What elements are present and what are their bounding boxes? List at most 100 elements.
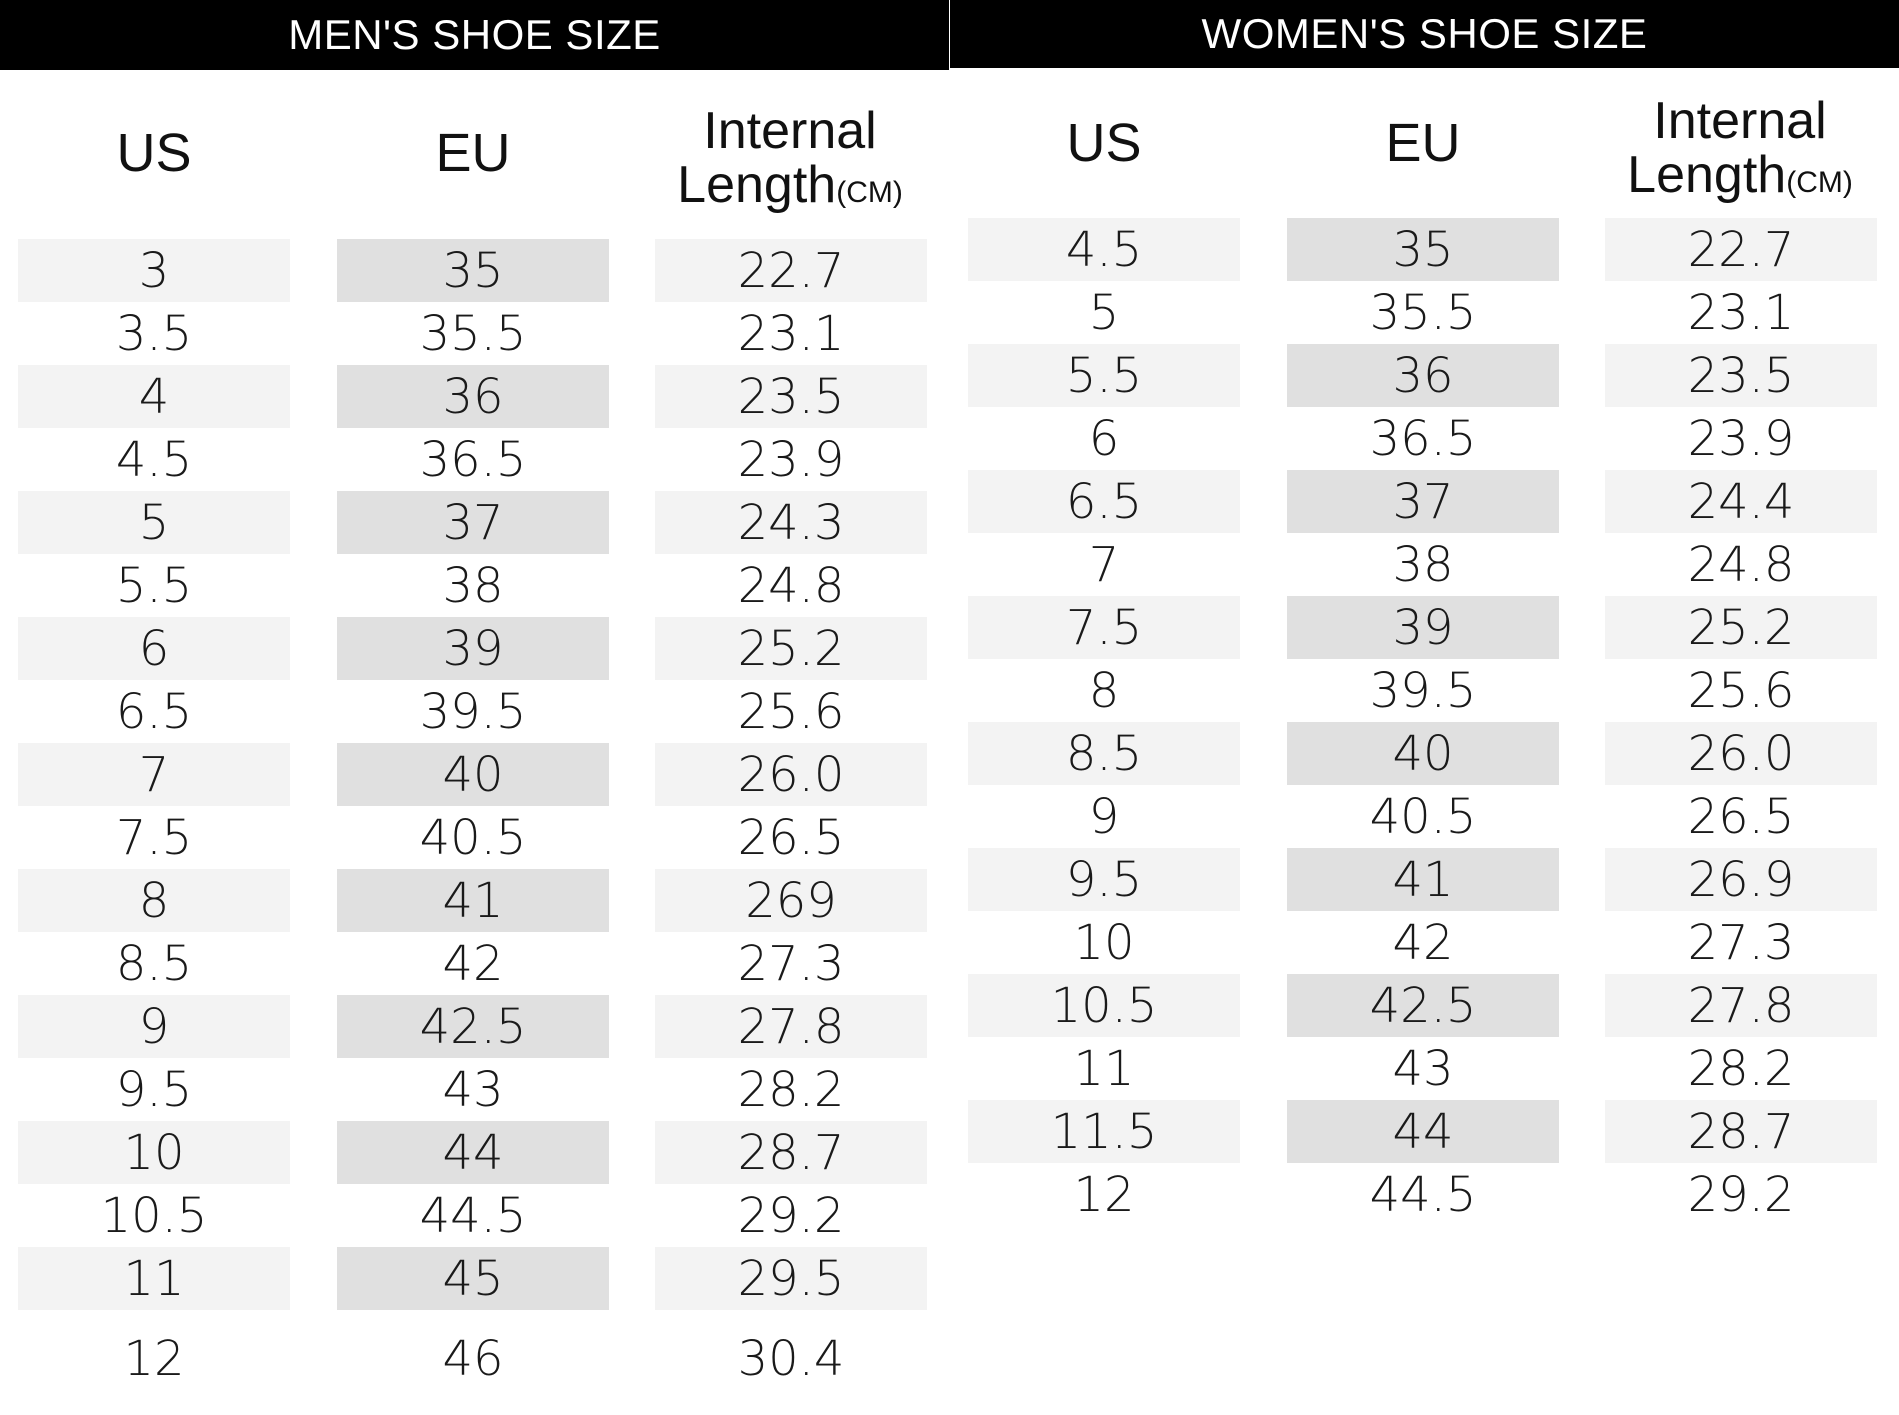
women-cm-cell: 25.6 [1687, 662, 1795, 719]
women-eu-cell: 42.5 [1287, 974, 1559, 1037]
men-us-cell: 5 [18, 491, 290, 554]
men-eu-cell: 39.5 [419, 683, 527, 740]
men-eu-cell: 36.5 [419, 431, 527, 488]
women-cm-cell: 23.5 [1605, 344, 1877, 407]
women-eu-cell: 36.5 [1369, 410, 1477, 467]
women-cm-cell: 24.4 [1605, 470, 1877, 533]
men-us-cell: 12 [123, 1330, 185, 1387]
men-us-cell: 3.5 [115, 305, 193, 362]
women-cm-cell: 24.8 [1687, 536, 1795, 593]
women-cm-cell: 27.8 [1605, 974, 1877, 1037]
women-eu-cell: 44.5 [1369, 1166, 1477, 1223]
mens-us-header: US [116, 123, 192, 183]
men-us-cell: 9.5 [115, 1061, 193, 1118]
men-eu-cell: 37 [337, 491, 609, 554]
women-us-cell: 7.5 [968, 596, 1240, 659]
men-cm-cell: 29.2 [737, 1187, 845, 1244]
women-us-cell: 5.5 [968, 344, 1240, 407]
women-us-cell: 8 [1088, 662, 1120, 719]
women-cm-cell: 28.2 [1687, 1040, 1795, 1097]
women-cm-cell: 23.9 [1687, 410, 1795, 467]
women-cm-cell: 26.9 [1605, 848, 1877, 911]
mens-length-header-line1: Internal [703, 102, 877, 160]
womens-size-chart: WOMEN'S SHOE SIZE US EU Internal Length(… [950, 0, 1899, 1415]
men-us-cell: 4.5 [115, 431, 193, 488]
men-eu-cell: 45 [337, 1247, 609, 1310]
men-us-cell: 8 [18, 869, 290, 932]
women-us-cell: 12 [1073, 1166, 1135, 1223]
men-eu-cell: 35 [337, 239, 609, 302]
men-cm-cell: 23.9 [737, 431, 845, 488]
men-us-cell: 7.5 [115, 809, 193, 866]
women-eu-cell: 35.5 [1369, 284, 1477, 341]
women-us-cell: 6 [1088, 410, 1120, 467]
men-eu-cell: 38 [442, 557, 504, 614]
womens-eu-header: EU [1385, 113, 1461, 173]
women-eu-cell: 40 [1287, 722, 1559, 785]
men-eu-cell: 41 [337, 869, 609, 932]
men-us-cell: 9 [18, 995, 290, 1058]
women-cm-cell: 26.5 [1687, 788, 1795, 845]
men-cm-cell: 28.7 [655, 1121, 927, 1184]
men-us-cell: 10.5 [100, 1187, 208, 1244]
men-cm-cell: 23.5 [655, 365, 927, 428]
women-eu-cell: 43 [1392, 1040, 1454, 1097]
men-cm-cell: 24.3 [655, 491, 927, 554]
mens-chart-title: MEN'S SHOE SIZE [0, 0, 949, 70]
women-us-cell: 7 [1088, 536, 1120, 593]
womens-length-unit: (CM) [1786, 166, 1853, 199]
men-cm-cell: 27.3 [737, 935, 845, 992]
womens-length-header-line2: Length(CM) [1590, 148, 1890, 210]
men-us-cell: 4 [18, 365, 290, 428]
women-cm-cell: 26.0 [1605, 722, 1877, 785]
women-us-cell: 9.5 [968, 848, 1240, 911]
men-eu-cell: 43 [442, 1061, 504, 1118]
women-eu-cell: 40.5 [1369, 788, 1477, 845]
men-us-cell: 8.5 [115, 935, 193, 992]
womens-length-header: Internal Length(CM) [1590, 94, 1890, 210]
women-eu-cell: 35 [1287, 218, 1559, 281]
men-eu-cell: 42 [442, 935, 504, 992]
men-cm-cell: 24.8 [737, 557, 845, 614]
women-eu-cell: 39.5 [1369, 662, 1477, 719]
women-us-cell: 9 [1088, 788, 1120, 845]
men-eu-cell: 35.5 [419, 305, 527, 362]
women-eu-cell: 38 [1392, 536, 1454, 593]
women-eu-cell: 36 [1287, 344, 1559, 407]
women-cm-cell: 28.7 [1605, 1100, 1877, 1163]
mens-size-chart: MEN'S SHOE SIZE US EU Internal Length(CM… [0, 0, 949, 1387]
men-cm-cell: 26.5 [737, 809, 845, 866]
women-cm-cell: 25.2 [1605, 596, 1877, 659]
mens-length-unit: (CM) [836, 176, 903, 209]
mens-length-header-word: Length [677, 156, 837, 214]
women-cm-cell: 22.7 [1605, 218, 1877, 281]
women-us-cell: 8.5 [968, 722, 1240, 785]
mens-eu-header: EU [435, 123, 511, 183]
men-us-cell: 11 [18, 1247, 290, 1310]
women-eu-cell: 44 [1287, 1100, 1559, 1163]
women-eu-cell: 41 [1287, 848, 1559, 911]
men-eu-cell: 46 [442, 1330, 504, 1387]
men-eu-cell: 40 [337, 743, 609, 806]
men-cm-cell: 28.2 [737, 1061, 845, 1118]
men-us-cell: 5.5 [115, 557, 193, 614]
men-us-cell: 10 [18, 1121, 290, 1184]
women-us-cell: 10.5 [968, 974, 1240, 1037]
men-cm-cell: 29.5 [655, 1247, 927, 1310]
men-cm-cell: 26.0 [655, 743, 927, 806]
men-cm-cell: 269 [655, 869, 927, 932]
men-us-cell: 6.5 [115, 683, 193, 740]
women-us-cell: 11.5 [968, 1100, 1240, 1163]
men-eu-cell: 44 [337, 1121, 609, 1184]
mens-length-header: Internal Length(CM) [640, 104, 940, 220]
womens-length-header-line1: Internal [1653, 92, 1827, 150]
men-eu-cell: 42.5 [337, 995, 609, 1058]
women-us-cell: 10 [1073, 914, 1135, 971]
men-cm-cell: 22.7 [655, 239, 927, 302]
women-us-cell: 11 [1073, 1040, 1135, 1097]
men-cm-cell: 25.2 [655, 617, 927, 680]
mens-length-header-line2: Length(CM) [640, 158, 940, 220]
men-cm-cell: 23.1 [737, 305, 845, 362]
women-eu-cell: 42 [1392, 914, 1454, 971]
men-cm-cell: 30.4 [737, 1330, 845, 1387]
